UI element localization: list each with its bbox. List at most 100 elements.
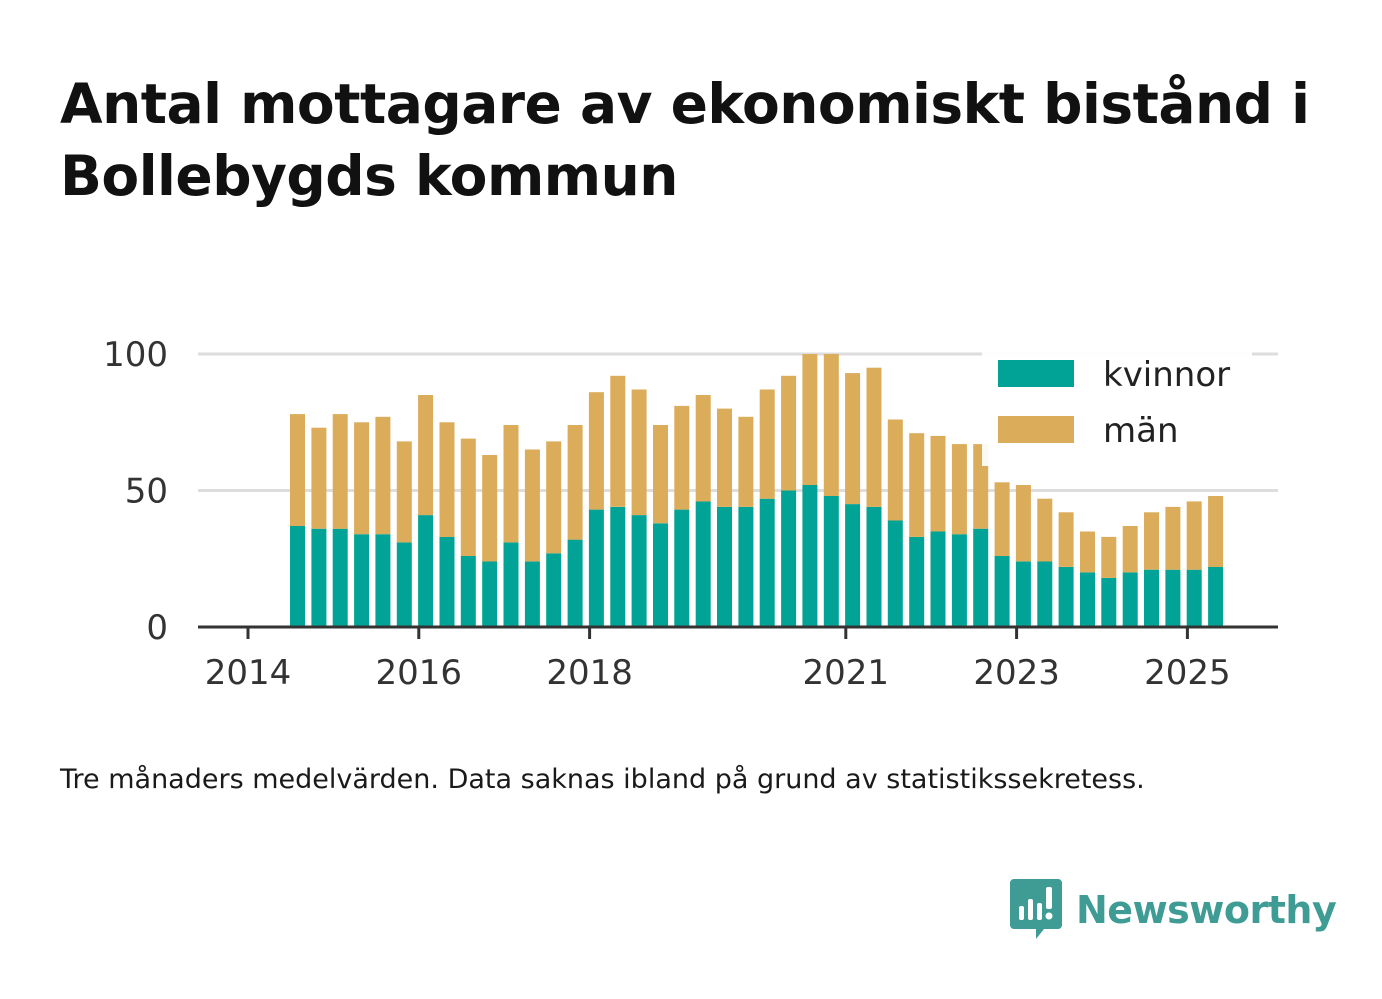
- x-tick-label: 2025: [1144, 653, 1231, 693]
- bar-kvinnor: [653, 523, 668, 627]
- bar-män: [311, 427, 327, 529]
- bar-kvinnor: [332, 528, 348, 627]
- brand-name: Newsworthy: [1076, 888, 1337, 932]
- bar-kvinnor: [1144, 569, 1159, 627]
- bar-män: [546, 441, 562, 554]
- bar-män: [354, 422, 370, 535]
- bar-män: [524, 449, 540, 562]
- bar-kvinnor: [1101, 577, 1117, 627]
- bar-kvinnor: [1208, 566, 1224, 627]
- legend-label-män: män: [1103, 411, 1179, 451]
- bar-kvinnor: [375, 534, 391, 627]
- bar-män: [951, 444, 967, 535]
- bar-män: [695, 395, 711, 502]
- bar-män: [396, 441, 412, 543]
- bar-kvinnor: [887, 520, 903, 627]
- bar-män: [759, 389, 775, 499]
- bars: [290, 354, 1224, 627]
- bar-kvinnor: [311, 528, 327, 627]
- x-tick-label: 2016: [376, 653, 463, 693]
- bar-män: [1058, 512, 1074, 567]
- chart-title: Antal mottagare av ekonomiskt bistånd i …: [60, 72, 1310, 208]
- bar-kvinnor: [973, 528, 989, 627]
- bar-kvinnor: [588, 509, 604, 627]
- y-tick-label: 50: [125, 472, 168, 512]
- bar-män: [439, 422, 455, 537]
- bar-kvinnor: [1037, 561, 1053, 627]
- bar-män: [909, 433, 925, 537]
- bar-män: [610, 375, 626, 507]
- legend-swatch-kvinnor: [998, 360, 1074, 387]
- bar-män: [994, 482, 1010, 556]
- y-tick-label: 0: [146, 608, 168, 648]
- brand[interactable]: Newsworthy: [1010, 878, 1337, 942]
- bar-män: [1037, 498, 1053, 562]
- y-tick-label: 100: [103, 335, 168, 375]
- bar-män: [1015, 485, 1031, 562]
- bar-män: [717, 408, 732, 507]
- bar-män: [1186, 501, 1202, 570]
- bar-kvinnor: [1165, 569, 1181, 627]
- bar-kvinnor: [460, 556, 476, 627]
- bar-kvinnor: [610, 506, 626, 627]
- bar-kvinnor: [1080, 572, 1095, 627]
- bar-män: [1144, 512, 1159, 570]
- bar-män: [588, 392, 604, 510]
- x-tick-label: 2018: [546, 653, 633, 693]
- bar-män: [738, 416, 754, 507]
- axes: 0 50 100 2014 2016 2018 2021 2023 2025: [103, 335, 1278, 693]
- bar-män: [418, 395, 434, 516]
- x-tick-label: 2014: [205, 653, 292, 693]
- bar-kvinnor: [802, 485, 818, 627]
- bar-kvinnor: [1122, 572, 1138, 627]
- bar-kvinnor: [439, 536, 455, 627]
- bar-kvinnor: [759, 498, 775, 627]
- bar-kvinnor: [823, 496, 839, 627]
- x-tick-label: 2023: [973, 653, 1060, 693]
- bar-män: [1101, 536, 1117, 578]
- bar-kvinnor: [781, 490, 797, 627]
- bar-kvinnor: [631, 515, 647, 627]
- bar-kvinnor: [482, 561, 498, 627]
- bar-män: [653, 425, 668, 524]
- bar-män: [802, 354, 818, 485]
- bar-kvinnor: [503, 542, 519, 627]
- bar-män: [930, 435, 946, 532]
- bar-kvinnor: [1058, 566, 1074, 627]
- bar-kvinnor: [674, 509, 690, 627]
- bar-män: [332, 414, 348, 529]
- bar-kvinnor: [845, 504, 861, 627]
- bar-män: [823, 354, 839, 496]
- bar-kvinnor: [290, 526, 305, 627]
- bar-män: [887, 419, 903, 521]
- bar-män: [1122, 526, 1138, 573]
- bar-kvinnor: [695, 501, 711, 627]
- bar-kvinnor: [546, 553, 562, 627]
- bar-kvinnor: [951, 534, 967, 627]
- bar-kvinnor: [1015, 561, 1031, 627]
- bar-kvinnor: [866, 506, 882, 627]
- bar-män: [503, 425, 519, 543]
- bar-män: [375, 416, 391, 535]
- legend-label-kvinnor: kvinnor: [1103, 355, 1230, 395]
- x-tick-label: 2021: [803, 653, 890, 693]
- bar-män: [460, 438, 476, 556]
- bar-kvinnor: [738, 506, 754, 627]
- footnote: Tre månaders medelvärden. Data saknas ib…: [60, 764, 1145, 795]
- bar-män: [290, 414, 305, 526]
- bar-kvinnor: [418, 515, 434, 627]
- bar-män: [781, 375, 797, 491]
- bar-män: [482, 455, 498, 562]
- bar-kvinnor: [1186, 569, 1202, 627]
- bar-män: [674, 405, 690, 510]
- legend: kvinnor män: [982, 350, 1252, 466]
- bar-män: [567, 425, 583, 540]
- legend-swatch-män: [998, 416, 1074, 443]
- bar-män: [631, 389, 647, 516]
- bar-kvinnor: [994, 556, 1010, 627]
- bar-kvinnor: [354, 534, 370, 627]
- bar-kvinnor: [396, 542, 412, 627]
- bar-män: [1165, 506, 1181, 570]
- bar-kvinnor: [930, 531, 946, 627]
